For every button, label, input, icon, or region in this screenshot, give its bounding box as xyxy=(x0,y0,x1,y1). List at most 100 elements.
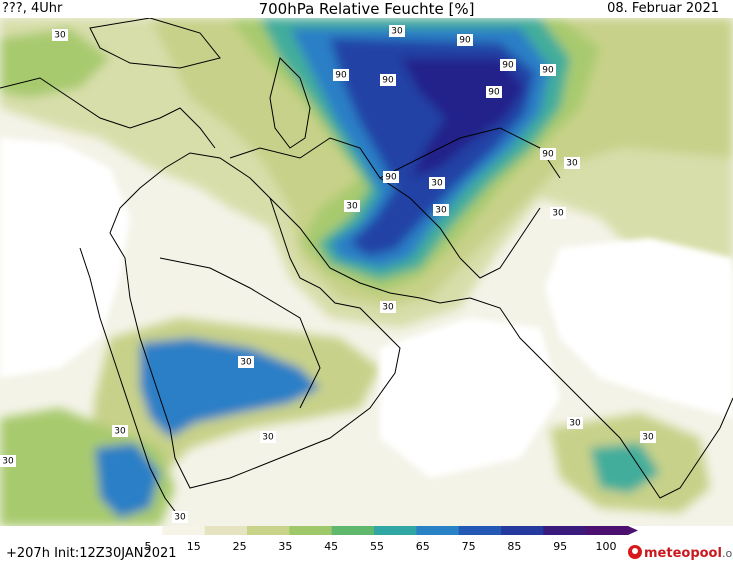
map-title: 700hPa Relative Feuchte [%] xyxy=(258,0,475,18)
colorbar-end-arrow xyxy=(628,526,638,535)
contour-label-text: 90 xyxy=(542,150,554,160)
contour-label: 30 xyxy=(550,207,566,219)
black-sea-coast xyxy=(89,18,221,69)
contour-label: 90 xyxy=(333,69,349,81)
contour-label: 30 xyxy=(260,431,276,443)
colorbar-swatch xyxy=(374,526,417,535)
colorbar-tick-label: 25 xyxy=(233,540,247,553)
contour-label-box xyxy=(540,64,556,76)
contour-label: 90 xyxy=(486,86,502,98)
moist-region-africa-blue xyxy=(95,443,160,518)
dry-region-india xyxy=(545,238,733,418)
contour-label-text: 30 xyxy=(382,303,394,313)
contour-label-text: 30 xyxy=(114,427,126,437)
valid-day-label: ???, 4Uhr xyxy=(2,1,63,16)
contour-label: 30 xyxy=(640,431,656,443)
colorbar-swatch xyxy=(204,526,248,535)
moist-region-arabia-blue xyxy=(140,338,320,438)
colorbar-tick-label: 65 xyxy=(416,540,430,553)
colorbar-tick-label: 35 xyxy=(278,540,292,553)
contour-label-box xyxy=(567,417,583,429)
colorbar-swatch xyxy=(501,526,544,535)
meteopool-logo[interactable]: meteopool.org xyxy=(628,545,733,565)
contour-label-text: 90 xyxy=(382,76,394,86)
contour-label-box xyxy=(380,74,396,86)
contour-label-text: 90 xyxy=(542,66,554,76)
moist-region-india-blue xyxy=(590,443,660,493)
humidity-map: 30 90 30 90 90 90 90 90 30 90 90 30 30 30 30 30 30 30 30 30… xyxy=(0,18,733,526)
colorbar-swatch xyxy=(458,526,502,535)
persian-gulf-coast xyxy=(269,197,471,304)
contour-label-text: 90 xyxy=(385,173,397,183)
contour-label: 90 xyxy=(457,34,473,46)
meteopool-logo-name: meteopool xyxy=(644,546,722,561)
contour-label-box xyxy=(260,431,276,443)
contour-label-box xyxy=(540,148,556,160)
contour-label: 30 xyxy=(344,200,360,212)
colorbar-tick-label: 55 xyxy=(370,540,384,553)
contour-label-box xyxy=(172,511,188,523)
colorbar-tick-label: 95 xyxy=(553,540,567,553)
contour-label-box xyxy=(564,157,580,169)
contour-label-box xyxy=(433,204,449,216)
contour-label-text: 30 xyxy=(566,159,578,169)
colorbar-legend: 5 15 25 35 45 55 65 75 85 95 100 xyxy=(120,526,638,553)
contour-label-text: 90 xyxy=(459,36,471,46)
colorbar-swatches xyxy=(120,526,638,535)
contour-label-box xyxy=(457,34,473,46)
border-line-3 xyxy=(159,257,321,409)
forecast-run-info: +207h Init:12Z30JAN2021 xyxy=(6,546,177,561)
contour-label: 30 xyxy=(172,511,188,523)
dry-region-sea xyxy=(380,318,560,478)
contour-label: 30 xyxy=(389,25,405,37)
contour-label-box xyxy=(344,200,360,212)
contour-label: 30 xyxy=(0,455,16,467)
contour-label-text: 30 xyxy=(569,419,581,429)
contour-label: 90 xyxy=(380,74,396,86)
colorbar-swatch xyxy=(162,526,206,535)
caspian-sea-coast xyxy=(269,57,311,149)
dry-region-west xyxy=(0,138,130,378)
contour-label-box xyxy=(640,431,656,443)
contour-label-box xyxy=(52,29,68,41)
colorbar-tick-label: 75 xyxy=(462,540,476,553)
contour-label-text: 30 xyxy=(552,209,564,219)
meteopool-logo-tld: .org xyxy=(721,547,733,560)
contour-label-text: 30 xyxy=(262,433,274,443)
colorbar-swatch xyxy=(585,526,629,535)
india-west-coast xyxy=(469,297,733,499)
contour-label-text: 90 xyxy=(502,61,514,71)
contour-label-text: 90 xyxy=(335,71,347,81)
colorbar-tick-label: 45 xyxy=(324,540,338,553)
colorbar-tick-label: 15 xyxy=(187,540,201,553)
contour-label-text: 30 xyxy=(174,513,186,523)
contour-label-box xyxy=(333,69,349,81)
contour-label-box xyxy=(383,171,399,183)
contour-label: 30 xyxy=(112,425,128,437)
valid-date-label: 08. Februar 2021 xyxy=(607,1,719,16)
contour-label-text: 30 xyxy=(54,31,66,41)
contour-label: 30 xyxy=(238,356,254,368)
contour-label-box xyxy=(500,59,516,71)
contour-label-text: 30 xyxy=(435,206,447,216)
contour-label-text: 30 xyxy=(642,433,654,443)
contour-label: 30 xyxy=(52,29,68,41)
contour-label: 90 xyxy=(540,148,556,160)
contour-label: 90 xyxy=(383,171,399,183)
contour-label-box xyxy=(486,86,502,98)
humidity-field xyxy=(0,18,733,526)
contour-label-box xyxy=(0,455,16,467)
contour-label-box xyxy=(550,207,566,219)
colorbar-swatch xyxy=(247,526,290,535)
contour-label-box xyxy=(112,425,128,437)
colorbar-tick-label: 100 xyxy=(596,540,617,553)
colorbar-swatch xyxy=(331,526,375,535)
contour-label-text: 90 xyxy=(488,88,500,98)
colorbar-swatch xyxy=(120,526,163,535)
contour-labels: 30 90 30 90 90 90 90 90 30 90 90 30 30 30 30 30 30 30 30 30… xyxy=(0,25,656,523)
meteopool-logo-icon xyxy=(628,545,642,559)
contour-label-text: 30 xyxy=(391,27,403,37)
colorbar-swatch xyxy=(416,526,460,535)
contour-label: 90 xyxy=(540,64,556,76)
contour-label: 30 xyxy=(564,157,580,169)
